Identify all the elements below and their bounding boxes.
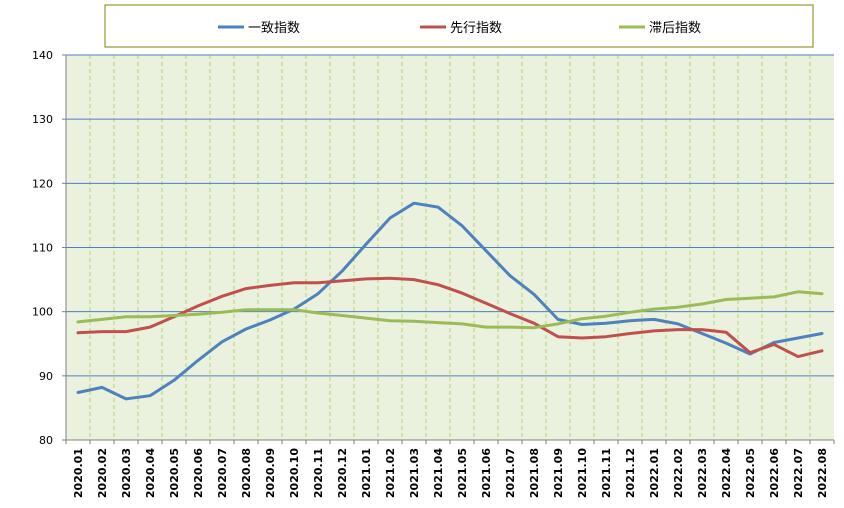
y-tick-label: 90 xyxy=(39,370,53,383)
x-tick-label: 2020.01 xyxy=(72,448,85,498)
x-tick-label: 2021.10 xyxy=(576,448,589,498)
x-tick-label: 2020.02 xyxy=(96,448,109,498)
x-tick-label: 2022.05 xyxy=(744,448,757,498)
y-tick-label: 80 xyxy=(39,434,53,447)
series-line xyxy=(76,290,824,330)
x-tick-label: 2020.06 xyxy=(192,448,205,498)
x-tick-label: 2022.08 xyxy=(816,448,829,498)
y-tick-label: 130 xyxy=(32,113,53,126)
x-tick-label: 2022.03 xyxy=(696,448,709,498)
x-tick-label: 2021.09 xyxy=(552,448,565,498)
legend: 一致指数 先行指数 滞后指数 xyxy=(218,21,701,36)
x-tick-label: 2021.08 xyxy=(528,448,541,498)
x-tick-label: 2021.06 xyxy=(480,448,493,498)
x-tick-label: 2020.04 xyxy=(144,448,157,498)
x-tick-label: 2022.06 xyxy=(768,448,781,498)
x-tick-label: 2021.04 xyxy=(432,448,445,498)
axes: 80 90 100 110 120 130 140 2020.01 2020.02 2020.03… xyxy=(32,49,835,498)
x-tick-label: 2021.01 xyxy=(360,448,373,498)
x-tick-label: 2021.12 xyxy=(624,448,637,498)
x-tick-label: 2021.05 xyxy=(456,448,469,498)
y-tick-label: 110 xyxy=(32,242,53,255)
x-tick-label: 2021.07 xyxy=(504,448,517,498)
legend-label: 一致指数 xyxy=(248,21,300,36)
x-tick-label: 2022.01 xyxy=(648,448,661,498)
x-tick-label: 2021.02 xyxy=(384,448,397,498)
x-tick-label: 2020.11 xyxy=(312,448,325,498)
series-line xyxy=(76,201,824,401)
series-lines xyxy=(76,201,824,401)
x-tick-label: 2022.07 xyxy=(792,448,805,498)
legend-label: 先行指数 xyxy=(450,21,502,36)
y-tick-label: 140 xyxy=(32,49,53,62)
x-tick-label: 2020.07 xyxy=(216,448,229,498)
series-line xyxy=(76,276,824,359)
x-tick-label: 2020.03 xyxy=(120,448,133,498)
x-tick-label: 2020.08 xyxy=(240,448,253,498)
x-tick-label: 2022.02 xyxy=(672,448,685,498)
gridlines xyxy=(66,54,834,441)
x-tick-label: 2020.12 xyxy=(336,448,349,498)
y-tick-label: 100 xyxy=(32,306,53,319)
x-tick-label: 2020.10 xyxy=(288,448,301,498)
x-tick-label: 2022.04 xyxy=(720,448,733,498)
legend-label: 滞后指数 xyxy=(649,21,701,36)
x-tick-label: 2020.05 xyxy=(168,448,181,498)
x-tick-label: 2021.03 xyxy=(408,448,421,498)
x-tick-label: 2021.11 xyxy=(600,448,613,498)
y-tick-label: 120 xyxy=(32,177,53,190)
x-tick-label: 2020.09 xyxy=(264,448,277,498)
